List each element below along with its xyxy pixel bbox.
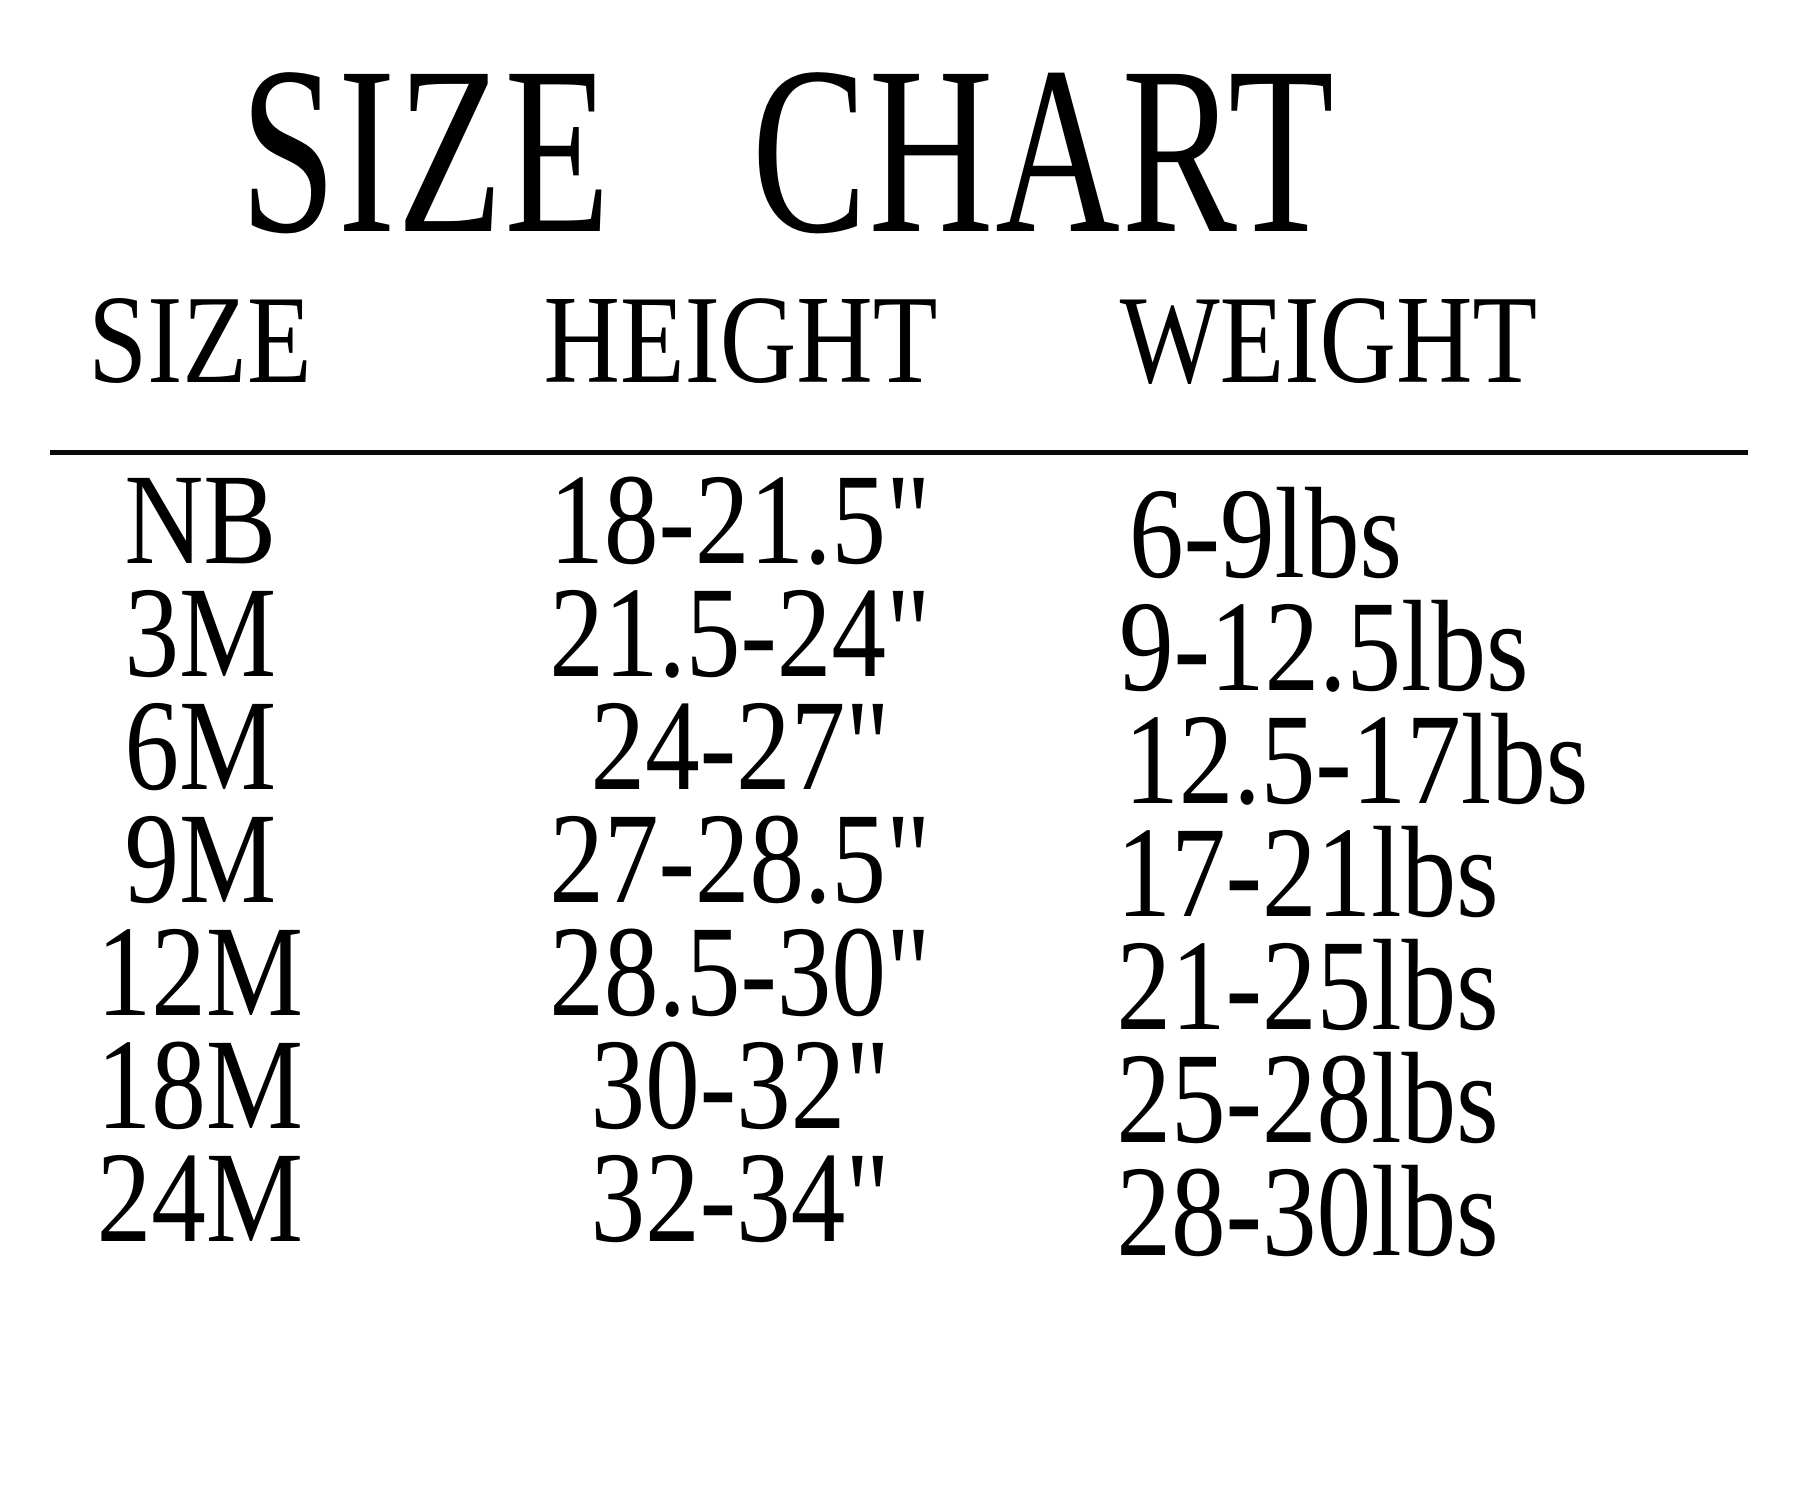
size-value: 3M [124,561,276,705]
height-value: 30-32" [590,1013,890,1157]
size-value: 18M [96,1013,304,1157]
table-row-24m: 24M 32-34" 28-30lbs [0,1133,1800,1277]
table-row-3m: 3M 21.5-24" 9-12.5lbs [0,568,1800,712]
table-row-6m: 6M 24-27" 12.5-17lbs [0,681,1800,825]
height-value: 27-28.5" [549,787,931,931]
table-row-9m: 9M 27-28.5" 17-21lbs [0,794,1800,938]
height-value: 32-34" [590,1126,890,1270]
weight-value: 6-9lbs [1128,462,1402,606]
weight-value: 25-28lbs [1116,1027,1499,1171]
size-value: 24M [96,1126,304,1270]
height-value: 28.5-30" [549,900,931,1044]
column-header-weight: WEIGHT [1119,271,1538,410]
column-header-size: SIZE [88,271,312,410]
weight-value: 9-12.5lbs [1119,575,1529,719]
height-value: 21.5-24" [549,561,931,705]
weight-value: 21-25lbs [1116,914,1499,1058]
weight-value: 17-21lbs [1116,801,1499,945]
height-value: 24-27" [590,674,890,818]
size-value: NB [124,448,276,592]
header-divider-line [50,450,1748,455]
column-header-height: HEIGHT [543,271,937,410]
table-header-row: SIZE HEIGHT WEIGHT [0,278,1800,404]
weight-value: 28-30lbs [1116,1140,1499,1284]
table-row-12m: 12M 28.5-30" 21-25lbs [0,907,1800,1051]
table-row-18m: 18M 30-32" 25-28lbs [0,1020,1800,1164]
page-title-text: SIZE CHART [240,17,1336,283]
size-value: 9M [124,787,276,931]
page-title: SIZE CHART [0,30,1688,270]
table-row-nb: NB 18-21.5" 6-9lbs [0,455,1800,599]
weight-value: 12.5-17lbs [1124,688,1589,832]
size-value: 12M [96,900,304,1044]
height-value: 18-21.5" [549,448,931,592]
size-value: 6M [124,674,276,818]
